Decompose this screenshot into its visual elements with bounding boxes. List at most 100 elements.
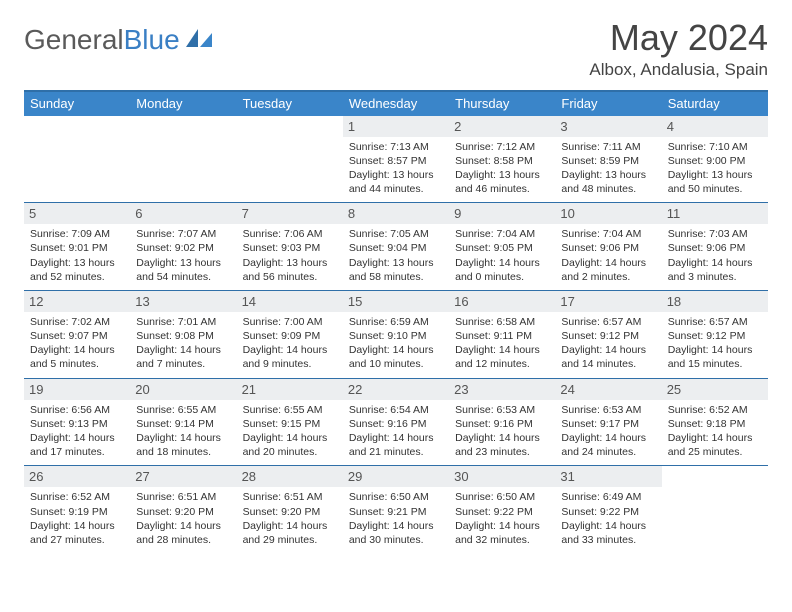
day-cell: 20 Sunrise: 6:55 AMSunset: 9:14 PMDayligh…	[130, 379, 236, 466]
day-cell: 3 Sunrise: 7:11 AMSunset: 8:59 PMDaylight…	[555, 116, 661, 203]
day-number: 18	[662, 291, 768, 312]
day-number: 20	[130, 379, 236, 400]
day-number: 31	[555, 466, 661, 487]
day-text: Sunrise: 7:05 AMSunset: 9:04 PMDaylight:…	[349, 227, 445, 284]
day-text: Sunrise: 6:49 AMSunset: 9:22 PMDaylight:…	[561, 490, 657, 547]
day-text: Sunrise: 6:52 AMSunset: 9:18 PMDaylight:…	[668, 403, 764, 460]
week-row: 5Sunrise: 7:09 AMSunset: 9:01 PMDaylight…	[24, 203, 768, 291]
day-text: Sunrise: 7:04 AMSunset: 9:05 PMDaylight:…	[455, 227, 551, 284]
day-cell: 21Sunrise: 6:55 AMSunset: 9:15 PMDayligh…	[237, 379, 343, 466]
day-cell: 30 Sunrise: 6:50 AMSunset: 9:22 PMDayligh…	[449, 466, 555, 553]
day-cell: 31 Sunrise: 6:49 AMSunset: 9:22 PMDayligh…	[555, 466, 661, 553]
dow-row: SundayMondayTuesdayWednesdayThursdayFrid…	[24, 92, 768, 116]
day-text: Sunrise: 7:04 AMSunset: 9:06 PMDaylight:…	[561, 227, 657, 284]
week-row: 26 Sunrise: 6:52 AMSunset: 9:19 PMDayligh…	[24, 466, 768, 553]
day-number: 6	[130, 203, 236, 224]
day-number: 30	[449, 466, 555, 487]
day-text: Sunrise: 7:10 AMSunset: 9:00 PMDaylight:…	[668, 140, 764, 197]
title-block: May 2024 Albox, Andalusia, Spain	[589, 18, 768, 86]
day-number: 10	[555, 203, 661, 224]
day-cell: 15Sunrise: 6:59 AMSunset: 9:10 PMDayligh…	[343, 291, 449, 378]
day-cell	[24, 116, 130, 203]
day-text: Sunrise: 7:11 AMSunset: 8:59 PMDaylight:…	[561, 140, 657, 197]
day-number: 8	[343, 203, 449, 224]
day-text: Sunrise: 6:55 AMSunset: 9:14 PMDaylight:…	[136, 403, 232, 460]
day-cell	[237, 116, 343, 203]
day-number: 24	[555, 379, 661, 400]
day-text: Sunrise: 6:50 AMSunset: 9:22 PMDaylight:…	[455, 490, 551, 547]
day-number: 22	[343, 379, 449, 400]
day-text: Sunrise: 6:52 AMSunset: 9:19 PMDaylight:…	[30, 490, 126, 547]
week-row: 12 Sunrise: 7:02 AMSunset: 9:07 PMDayligh…	[24, 291, 768, 379]
day-cell: 18 Sunrise: 6:57 AMSunset: 9:12 PMDayligh…	[662, 291, 768, 378]
day-cell: 10 Sunrise: 7:04 AMSunset: 9:06 PMDayligh…	[555, 203, 661, 290]
day-text: Sunrise: 6:57 AMSunset: 9:12 PMDaylight:…	[561, 315, 657, 372]
dow-cell: Monday	[130, 92, 236, 116]
day-cell: 29 Sunrise: 6:50 AMSunset: 9:21 PMDayligh…	[343, 466, 449, 553]
page: GeneralBlue May 2024 Albox, Andalusia, S…	[0, 0, 792, 563]
dow-cell: Friday	[555, 92, 661, 116]
day-number: 29	[343, 466, 449, 487]
day-cell: 9 Sunrise: 7:04 AMSunset: 9:05 PMDaylight…	[449, 203, 555, 290]
day-text: Sunrise: 7:06 AMSunset: 9:03 PMDaylight:…	[243, 227, 339, 284]
logo-text-2: Blue	[124, 24, 180, 56]
day-text: Sunrise: 6:56 AMSunset: 9:13 PMDaylight:…	[30, 403, 126, 460]
day-text: Sunrise: 7:13 AMSunset: 8:57 PMDaylight:…	[349, 140, 445, 197]
day-cell: 13Sunrise: 7:01 AMSunset: 9:08 PMDayligh…	[130, 291, 236, 378]
day-cell: 11Sunrise: 7:03 AMSunset: 9:06 PMDayligh…	[662, 203, 768, 290]
day-number: 2	[449, 116, 555, 137]
day-text: Sunrise: 7:12 AMSunset: 8:58 PMDaylight:…	[455, 140, 551, 197]
day-text: Sunrise: 6:53 AMSunset: 9:17 PMDaylight:…	[561, 403, 657, 460]
day-number: 9	[449, 203, 555, 224]
day-cell: 4 Sunrise: 7:10 AMSunset: 9:00 PMDaylight…	[662, 116, 768, 203]
day-cell: 1 Sunrise: 7:13 AMSunset: 8:57 PMDaylight…	[343, 116, 449, 203]
dow-cell: Saturday	[662, 92, 768, 116]
day-text: Sunrise: 6:53 AMSunset: 9:16 PMDaylight:…	[455, 403, 551, 460]
day-number: 28	[237, 466, 343, 487]
day-cell	[130, 116, 236, 203]
day-number: 26	[24, 466, 130, 487]
day-text: Sunrise: 7:02 AMSunset: 9:07 PMDaylight:…	[30, 315, 126, 372]
day-number: 25	[662, 379, 768, 400]
day-number: 27	[130, 466, 236, 487]
day-text: Sunrise: 7:09 AMSunset: 9:01 PMDaylight:…	[30, 227, 126, 284]
day-cell: 24 Sunrise: 6:53 AMSunset: 9:17 PMDayligh…	[555, 379, 661, 466]
day-cell: 28Sunrise: 6:51 AMSunset: 9:20 PMDayligh…	[237, 466, 343, 553]
day-cell: 7 Sunrise: 7:06 AMSunset: 9:03 PMDaylight…	[237, 203, 343, 290]
day-cell: 22 Sunrise: 6:54 AMSunset: 9:16 PMDayligh…	[343, 379, 449, 466]
day-number: 4	[662, 116, 768, 137]
day-cell: 25 Sunrise: 6:52 AMSunset: 9:18 PMDayligh…	[662, 379, 768, 466]
day-number: 7	[237, 203, 343, 224]
day-number: 12	[24, 291, 130, 312]
month-title: May 2024	[589, 18, 768, 58]
day-cell: 6 Sunrise: 7:07 AMSunset: 9:02 PMDaylight…	[130, 203, 236, 290]
day-text: Sunrise: 6:59 AMSunset: 9:10 PMDaylight:…	[349, 315, 445, 372]
dow-cell: Wednesday	[343, 92, 449, 116]
day-cell: 5Sunrise: 7:09 AMSunset: 9:01 PMDaylight…	[24, 203, 130, 290]
day-cell: 2 Sunrise: 7:12 AMSunset: 8:58 PMDaylight…	[449, 116, 555, 203]
day-number: 3	[555, 116, 661, 137]
logo-sail-icon	[184, 27, 214, 49]
day-cell: 14Sunrise: 7:00 AMSunset: 9:09 PMDayligh…	[237, 291, 343, 378]
day-text: Sunrise: 6:50 AMSunset: 9:21 PMDaylight:…	[349, 490, 445, 547]
day-text: Sunrise: 7:01 AMSunset: 9:08 PMDaylight:…	[136, 315, 232, 372]
logo-text-1: General	[24, 24, 124, 56]
day-number: 19	[24, 379, 130, 400]
day-text: Sunrise: 7:07 AMSunset: 9:02 PMDaylight:…	[136, 227, 232, 284]
day-number: 11	[662, 203, 768, 224]
day-text: Sunrise: 6:54 AMSunset: 9:16 PMDaylight:…	[349, 403, 445, 460]
location: Albox, Andalusia, Spain	[589, 60, 768, 80]
day-cell	[662, 466, 768, 553]
day-number: 16	[449, 291, 555, 312]
day-text: Sunrise: 7:00 AMSunset: 9:09 PMDaylight:…	[243, 315, 339, 372]
weeks-container: 1 Sunrise: 7:13 AMSunset: 8:57 PMDaylight…	[24, 116, 768, 553]
dow-cell: Tuesday	[237, 92, 343, 116]
day-cell: 8 Sunrise: 7:05 AMSunset: 9:04 PMDaylight…	[343, 203, 449, 290]
dow-cell: Sunday	[24, 92, 130, 116]
day-number: 1	[343, 116, 449, 137]
day-cell: 16 Sunrise: 6:58 AMSunset: 9:11 PMDayligh…	[449, 291, 555, 378]
calendar: SundayMondayTuesdayWednesdayThursdayFrid…	[24, 90, 768, 553]
day-text: Sunrise: 6:57 AMSunset: 9:12 PMDaylight:…	[668, 315, 764, 372]
day-cell: 27Sunrise: 6:51 AMSunset: 9:20 PMDayligh…	[130, 466, 236, 553]
day-text: Sunrise: 6:58 AMSunset: 9:11 PMDaylight:…	[455, 315, 551, 372]
